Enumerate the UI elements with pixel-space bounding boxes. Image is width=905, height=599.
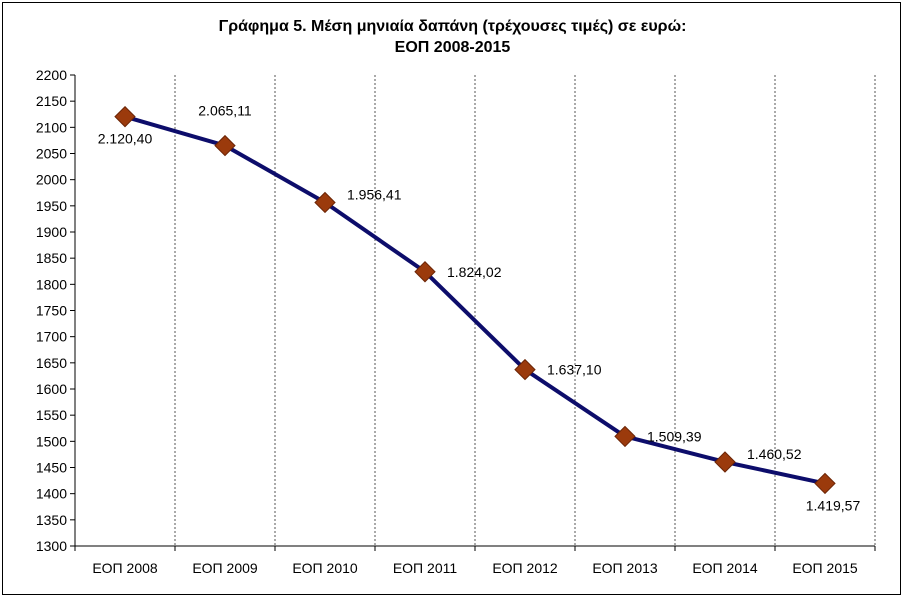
y-tick-labels: 1300 1350 1400 1450 1500 1550 1600 1650 1700 1750… xyxy=(36,67,67,554)
y-tick-label: 1750 xyxy=(36,303,67,319)
y-tick-label: 2150 xyxy=(36,93,67,109)
y-tick-label: 1650 xyxy=(36,355,67,371)
y-tick-label: 1300 xyxy=(36,538,67,554)
chart-title-line-1: Γράφημα 5. Μέση μηνιαία δαπάνη (τρέχουσε… xyxy=(218,18,687,35)
y-tick-label: 1900 xyxy=(36,224,67,240)
data-point-marker xyxy=(714,451,736,473)
data-point-marker xyxy=(414,261,436,283)
y-tick-label: 1850 xyxy=(36,250,67,266)
data-label: 1.824,02 xyxy=(447,264,502,280)
data-label: 1.956,41 xyxy=(347,186,402,202)
y-tick-label: 1400 xyxy=(36,486,67,502)
data-label-layer: 2.120,40 2.065,11 1.956,41 1.824,02 1.637,10… xyxy=(98,103,861,514)
y-tick-label: 1350 xyxy=(36,512,67,528)
y-tick-label: 1600 xyxy=(36,381,67,397)
data-label: 1.419,57 xyxy=(806,497,861,513)
x-tick-label: ΕΟΠ 2015 xyxy=(792,560,858,576)
y-tick-label: 1500 xyxy=(36,433,67,449)
x-tick-labels: ΕΟΠ 2008 ΕΟΠ 2009 ΕΟΠ 2010 ΕΟΠ 2011 ΕΟΠ 2012… xyxy=(92,560,858,576)
data-label: 2.065,11 xyxy=(198,103,252,119)
chart-title-line-2: ΕΟΠ 2008-2015 xyxy=(394,39,511,56)
x-tick-label: ΕΟΠ 2009 xyxy=(192,560,258,576)
data-label: 1.509,39 xyxy=(647,428,702,444)
x-tick-label: ΕΟΠ 2014 xyxy=(692,560,758,576)
y-tick-label: 2100 xyxy=(36,119,67,135)
y-tick-label: 2050 xyxy=(36,146,67,162)
data-point-marker xyxy=(614,425,636,448)
series-line xyxy=(124,114,826,486)
marker-layer xyxy=(114,105,836,495)
data-point-marker xyxy=(214,134,236,157)
data-label: 1.637,10 xyxy=(547,362,602,378)
data-label: 2.120,40 xyxy=(98,131,153,147)
data-point-marker xyxy=(514,358,536,381)
axis-layer xyxy=(70,74,876,551)
y-tick-label: 2200 xyxy=(36,67,67,83)
y-tick-label: 1550 xyxy=(36,407,67,423)
grid-layer xyxy=(174,75,876,546)
x-tick-label: ΕΟΠ 2013 xyxy=(592,560,658,576)
series-layer xyxy=(124,114,826,486)
y-tick-label: 1800 xyxy=(36,276,67,292)
data-label: 1.460,52 xyxy=(747,446,802,462)
data-point-marker xyxy=(814,472,836,495)
y-tick-label: 1450 xyxy=(36,460,67,476)
data-point-marker xyxy=(114,105,136,128)
x-tick-label: ΕΟΠ 2008 xyxy=(92,560,158,576)
x-tick-label: ΕΟΠ 2012 xyxy=(492,560,558,576)
x-tick-label: ΕΟΠ 2011 xyxy=(393,560,458,576)
x-tick-label: ΕΟΠ 2010 xyxy=(292,560,358,576)
y-tick-label: 1700 xyxy=(36,329,67,345)
data-point-marker xyxy=(314,191,336,214)
y-tick-label: 2000 xyxy=(36,172,67,188)
y-tick-label: 1950 xyxy=(36,198,67,214)
